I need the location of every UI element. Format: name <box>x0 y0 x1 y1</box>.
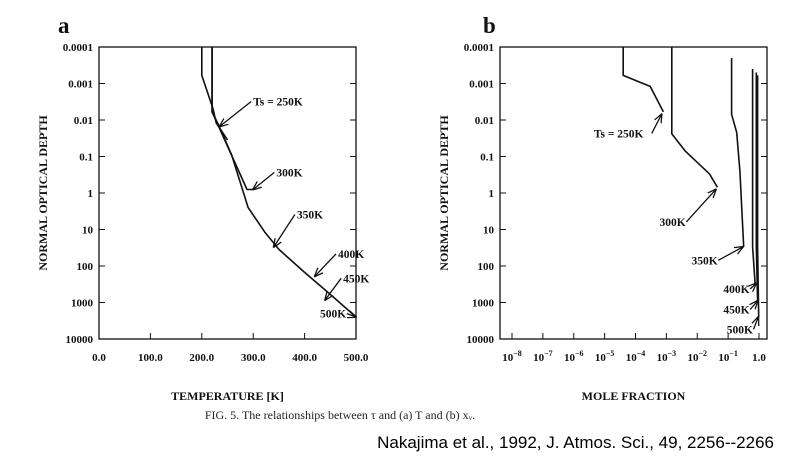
plot-frame <box>98 46 357 340</box>
annotation-arrow <box>315 253 337 276</box>
y-tick-label: 10000 <box>66 334 94 346</box>
series-line-350k <box>730 58 745 247</box>
y-tick-label: 1000 <box>472 298 495 310</box>
annotation-label: Ts = 250K <box>253 96 303 108</box>
y-tick-label: 0.001 <box>469 79 494 91</box>
annotation-arrow <box>754 317 759 330</box>
annotation-label: 500K <box>320 309 346 321</box>
y-tick-label: 0.001 <box>68 79 93 91</box>
x-tick-label: 300.0 <box>241 352 266 364</box>
x-tick-label: 10−3 <box>657 349 677 364</box>
x-tick-label: 10−5 <box>595 349 615 364</box>
series-line-500k <box>756 75 760 318</box>
panel-label: a <box>58 13 70 38</box>
series-line-450k <box>304 271 331 296</box>
annotation-label: 300K <box>660 217 686 229</box>
x-tick-label: 10−6 <box>564 349 584 364</box>
y-tick-label: 0.01 <box>475 115 494 127</box>
y-tick-label: 1 <box>489 188 495 200</box>
annotation-arrow <box>274 214 296 247</box>
x-tick-label: 200.0 <box>189 352 214 364</box>
series-line-ts-250k <box>201 47 229 141</box>
x-tick-label: 100.0 <box>138 352 163 364</box>
annotation-label: 300K <box>276 167 302 179</box>
panel-a: a 0.0001 0.001 0.01 0.1 1 10 100 1000 10000 0.0 100… <box>36 13 369 403</box>
series-line-300k <box>670 47 719 188</box>
annotation-arrow <box>253 171 275 189</box>
y-tick-label: 0.1 <box>79 152 93 164</box>
annotation-label: 350K <box>297 210 323 222</box>
y-tick-label: 10 <box>82 225 94 237</box>
x-tick-label: 0.0 <box>92 352 106 364</box>
y-tick-label: 1 <box>88 188 94 200</box>
series-line-400k <box>751 69 756 284</box>
x-axis-title: MOLE FRACTION <box>582 389 686 403</box>
x-tick-label: 10−1 <box>718 349 738 364</box>
annotation-label: Ts = 250K <box>594 128 644 140</box>
annotation-arrow <box>750 301 757 310</box>
annotation-label: 450K <box>723 304 749 316</box>
annotation-arrow <box>750 283 756 289</box>
y-tick-label: 0.01 <box>74 115 93 127</box>
y-tick-label: 100 <box>77 261 94 273</box>
x-tick-label: 400.0 <box>292 352 317 364</box>
x-tick-label: 500.0 <box>344 352 369 364</box>
y-axis-title: NORMAL OPTICAL DEPTH <box>437 115 451 271</box>
annotation-arrow <box>685 189 716 223</box>
x-axis-title: TEMPERATURE [K] <box>171 389 284 403</box>
panel-label: b <box>483 13 496 38</box>
series-line-400k <box>278 248 306 273</box>
y-tick-label: 10000 <box>467 334 495 346</box>
annotation-label: 350K <box>691 255 717 267</box>
annotation-arrow <box>325 277 342 300</box>
figure-caption: FIG. 5. The relationships between τ and … <box>204 408 476 422</box>
annotation-label: 450K <box>343 273 369 285</box>
y-tick-label: 100 <box>478 261 495 273</box>
y-tick-label: 1000 <box>71 298 94 310</box>
y-tick-label: 0.0001 <box>63 42 93 54</box>
series-line-ts-250k <box>622 47 665 113</box>
x-tick-label: 10−7 <box>533 349 553 364</box>
x-tick-label: 1.0 <box>752 352 766 364</box>
citation: Nakajima et al., 1992, J. Atmos. Sci., 4… <box>377 433 774 452</box>
y-axis-title: NORMAL OPTICAL DEPTH <box>36 115 50 271</box>
y-tick-label: 0.1 <box>480 152 494 164</box>
series-line-300k <box>211 47 254 191</box>
annotation-label: 500K <box>727 324 753 336</box>
annotation-arrow <box>346 314 356 317</box>
annotation-label: 400K <box>338 249 364 261</box>
x-tick-label: 10−8 <box>502 349 522 364</box>
annotation-label: 400K <box>723 284 749 296</box>
y-tick-label: 10 <box>483 225 495 237</box>
annotation-arrow <box>717 247 743 261</box>
annotation-arrow <box>220 100 252 126</box>
annotation-arrow <box>651 114 662 134</box>
series-line-350k <box>211 47 280 250</box>
x-tick-label: 10−4 <box>626 349 646 364</box>
y-tick-label: 0.0001 <box>464 42 494 54</box>
panel-b: b 0.0001 0.001 0.01 0.1 1 10 100 1000 10000 10−8 10… <box>437 13 768 403</box>
x-tick-label: 10−2 <box>687 349 707 364</box>
